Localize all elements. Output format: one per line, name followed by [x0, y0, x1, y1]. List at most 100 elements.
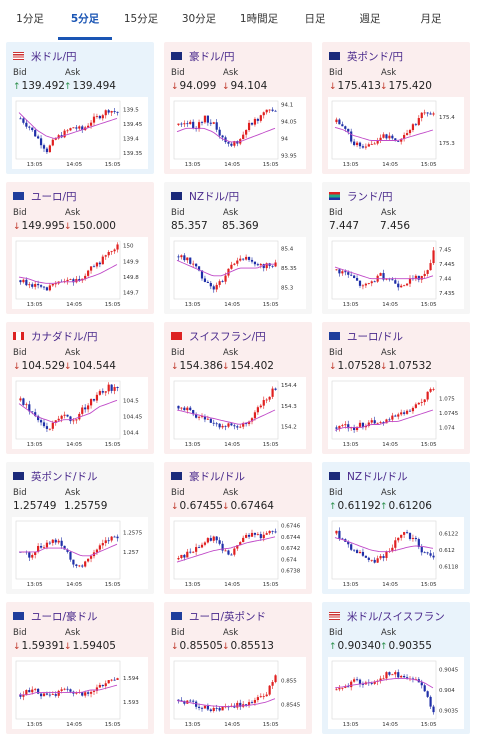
candle-body — [180, 700, 183, 702]
pair-header[interactable]: 米ドル/円 — [13, 49, 77, 63]
ask-value: ↓0.67464 — [222, 500, 274, 512]
rate-card[interactable]: 米ドル/円 Bid Ask ↑139.492 ↑139.494 139.5 139.45 13… — [6, 42, 154, 174]
rate-card[interactable]: ユーロ/円 Bid Ask ↓149.995 ↓150.000 150 149.9 149.8… — [6, 182, 154, 314]
candle-body — [37, 545, 40, 552]
rate-card[interactable]: カナダドル/円 Bid Ask ↓104.529 ↓104.544 104.5 104.45… — [6, 322, 154, 454]
pair-header[interactable]: カナダドル/円 — [13, 329, 98, 343]
candle-body — [361, 551, 365, 556]
pair-name[interactable]: NZドル/円 — [189, 190, 240, 203]
chart-area[interactable]: 139.5 139.45 139.4 139.35 13:05 14:05 15:05 — [12, 97, 148, 169]
pair-name[interactable]: ユーロ/英ポンド — [189, 610, 267, 623]
rate-card[interactable]: 英ポンド/ドル Bid Ask 1.25749 1.25759 1.2575 1.257 13… — [6, 462, 154, 594]
chart-area[interactable]: 0.6746 0.6744 0.6742 0.674 0.6738 13:05 14:05 1… — [170, 517, 306, 589]
chart-area[interactable]: 85.4 85.35 85.3 13:05 14:05 15:05 — [170, 237, 306, 309]
pair-header[interactable]: ユーロ/豪ドル — [13, 609, 98, 623]
rate-card[interactable]: NZドル/ドル Bid Ask ↑0.61192 ↑0.61206 0.6122 0.612… — [322, 462, 470, 594]
pair-name[interactable]: ユーロ/ドル — [347, 330, 404, 343]
pair-name[interactable]: カナダドル/円 — [31, 330, 98, 343]
pair-header[interactable]: ユーロ/英ポンド — [171, 609, 266, 623]
tab-3[interactable]: 30分足 — [181, 13, 217, 25]
chart-area[interactable]: 0.6122 0.612 0.6118 13:05 14:05 15:05 — [328, 517, 464, 589]
pair-header[interactable]: 英ポンド/ドル — [13, 469, 98, 483]
candle-body — [200, 416, 204, 418]
chart-area[interactable]: 0.9045 0.904 0.9035 13:05 14:05 15:05 — [328, 657, 464, 729]
tab-7[interactable]: 月足 — [420, 13, 442, 25]
candle-body — [54, 694, 57, 696]
chart-frame — [331, 660, 437, 720]
chart-area[interactable]: 94.1 94.05 94 93.95 13:05 14:05 15:05 — [170, 97, 306, 169]
candle-body — [358, 280, 362, 286]
rate-card[interactable]: ランド/円 Bid Ask 7.447 7.456 7.45 7.445 7.44 7.435 1… — [322, 182, 470, 314]
rate-card[interactable]: ユーロ/ドル Bid Ask ↓1.07528 ↓1.07532 1.075 1.0745 1… — [322, 322, 470, 454]
pair-name[interactable]: 米ドル/円 — [31, 50, 77, 63]
rate-card[interactable]: 豪ドル/ドル Bid Ask ↓0.67455 ↓0.67464 0.6746 0.6744… — [164, 462, 312, 594]
candle-body — [92, 266, 96, 268]
pair-name[interactable]: ユーロ/円 — [31, 190, 77, 203]
pair-header[interactable]: 豪ドル/円 — [171, 49, 235, 63]
pair-name[interactable]: スイスフラン/円 — [189, 330, 266, 343]
candle-body — [259, 264, 262, 266]
candle-body — [400, 412, 403, 415]
bid-value: ↓175.413 — [329, 80, 381, 92]
chart-area[interactable]: 175.4 175.3 13:05 14:05 15:05 — [328, 97, 464, 169]
pair-header[interactable]: NZドル/ドル — [329, 469, 408, 483]
tab-0[interactable]: 1分足 — [16, 13, 44, 25]
candle-body — [37, 415, 40, 421]
bid-label: Bid — [329, 628, 343, 638]
rate-card[interactable]: 米ドル/スイスフラン Bid Ask ↑0.90340 ↑0.90355 0.9045 0.… — [322, 602, 470, 734]
y-tick-label: 0.8545 — [281, 703, 301, 709]
pair-name[interactable]: 英ポンド/ドル — [31, 470, 98, 483]
candle-body — [42, 145, 46, 149]
rate-card[interactable]: ユーロ/豪ドル Bid Ask ↓1.59391 ↓1.59405 1.594 1.593 1… — [6, 602, 154, 734]
x-tick-label: 13:05 — [343, 302, 359, 308]
tab-4[interactable]: 1時間足 — [239, 13, 279, 25]
rate-card[interactable]: NZドル/円 Bid Ask 85.357 85.369 85.4 85.35 85.3 13:… — [164, 182, 312, 314]
pair-header[interactable]: ユーロ/ドル — [329, 329, 403, 343]
tab-5[interactable]: 日足 — [304, 13, 326, 25]
chart-area[interactable]: 154.4 154.3 154.2 13:05 14:05 15:05 — [170, 377, 306, 449]
x-tick-label: 14:05 — [66, 722, 82, 728]
tab-6[interactable]: 週足 — [359, 13, 381, 25]
tab-2[interactable]: 15分足 — [123, 13, 159, 25]
pair-header[interactable]: 豪ドル/ドル — [171, 469, 245, 483]
x-tick-label: 15:05 — [263, 442, 279, 448]
pair-name[interactable]: 英ポンド/円 — [347, 50, 404, 63]
candle-body — [376, 422, 379, 424]
bid-number: 175.413 — [337, 80, 381, 92]
chart-area[interactable]: 0.855 0.8545 13:05 14:05 15:05 — [170, 657, 306, 729]
pair-name[interactable]: 豪ドル/ドル — [189, 470, 246, 483]
chart-area[interactable]: 150 149.9 149.8 149.7 13:05 14:05 15:05 — [12, 237, 148, 309]
rate-card[interactable]: 豪ドル/円 Bid Ask ↓94.099 ↓94.104 94.1 94.05 94 93.9… — [164, 42, 312, 174]
chart-area[interactable]: 1.075 1.0745 1.074 13:05 14:05 15:05 — [328, 377, 464, 449]
pair-header[interactable]: NZドル/円 — [171, 189, 239, 203]
candle-body — [180, 123, 183, 125]
tab-1[interactable]: 5分足 — [58, 0, 112, 40]
pair-name[interactable]: ユーロ/豪ドル — [31, 610, 98, 623]
pair-name[interactable]: 豪ドル/円 — [189, 50, 235, 63]
chart-area[interactable]: 7.45 7.445 7.44 7.435 13:05 14:05 15:05 — [328, 237, 464, 309]
pair-name[interactable]: 米ドル/スイスフラン — [347, 610, 445, 623]
rate-card[interactable]: ユーロ/英ポンド Bid Ask ↓0.85505 ↓0.85513 0.855 0.854… — [164, 602, 312, 734]
candle-body — [403, 412, 406, 414]
chart-area[interactable]: 104.5 104.45 104.4 13:05 14:05 15:05 — [12, 377, 148, 449]
pair-header[interactable]: 米ドル/スイスフラン — [329, 609, 445, 623]
pair-name[interactable]: NZドル/ドル — [347, 470, 408, 483]
candle-body — [116, 678, 119, 680]
chart-area[interactable]: 1.2575 1.257 13:05 14:05 15:05 — [12, 517, 148, 589]
candle-body — [253, 118, 257, 125]
pair-header[interactable]: ユーロ/円 — [13, 189, 77, 203]
rate-card[interactable]: スイスフラン/円 Bid Ask ↓154.386 ↓154.402 154.4 154.3… — [164, 322, 312, 454]
ask-label: Ask — [381, 628, 397, 638]
arrow-down-icon: ↓ — [64, 642, 72, 652]
chart-area[interactable]: 1.594 1.593 13:05 14:05 15:05 — [12, 657, 148, 729]
candle-body — [54, 283, 57, 285]
ask-value: 1.25759 — [64, 500, 107, 512]
pair-header[interactable]: 英ポンド/円 — [329, 49, 403, 63]
pair-header[interactable]: スイスフラン/円 — [171, 329, 266, 343]
rate-card[interactable]: 英ポンド/円 Bid Ask ↓175.413 ↓175.420 175.4 175.3 13… — [322, 42, 470, 174]
x-tick-label: 13:05 — [343, 442, 359, 448]
pair-header[interactable]: ランド/円 — [329, 189, 393, 203]
pair-name[interactable]: ランド/円 — [347, 190, 393, 203]
candle-body — [271, 530, 274, 532]
candle-body — [403, 134, 406, 139]
